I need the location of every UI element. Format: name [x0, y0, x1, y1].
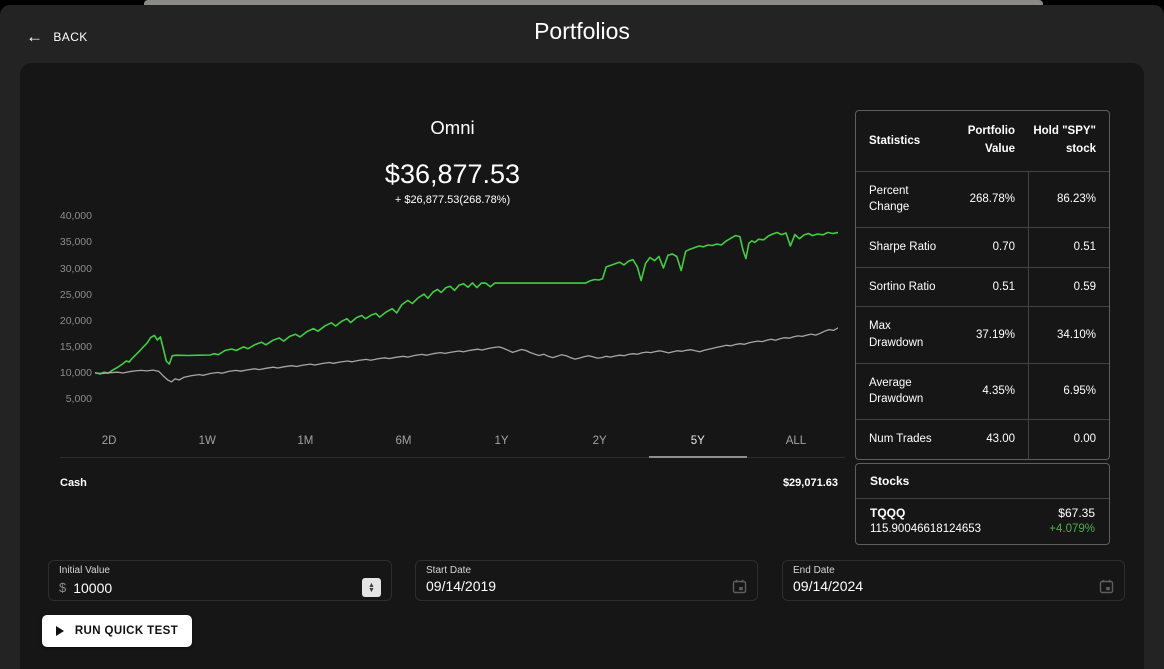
range-tab-1w[interactable]: 1W	[198, 435, 216, 447]
back-label: BACK	[53, 29, 88, 44]
page-title: Portfolios	[534, 18, 630, 44]
play-icon	[55, 626, 64, 636]
stat-label: Num Trades	[869, 433, 932, 445]
range-tab-6m[interactable]: 6M	[395, 435, 412, 447]
cash-value: $29,071.63	[782, 477, 838, 489]
stats-table: Statistics Portfolio Value Hold "SPY" st…	[855, 110, 1110, 460]
y-tick-label: 25,000	[59, 288, 92, 301]
stat-portfolio-value: 268.78%	[969, 192, 1015, 205]
initial-value-label: Initial Value	[59, 565, 110, 576]
stats-header-statistics: Statistics	[869, 134, 921, 147]
stat-label: Sharpe Ratio	[869, 240, 937, 253]
stock-symbol: TQQQ	[870, 506, 906, 520]
stat-label: Average Drawdown	[869, 376, 924, 406]
stat-portfolio-value: 37.19%	[975, 328, 1015, 341]
end-date-field[interactable]: End Date	[782, 560, 1125, 601]
app-window: ← BACK Portfolios Omni $36,877.53 + $26,…	[0, 5, 1164, 669]
stats-row: Average Drawdown 4.35% 6.95%	[856, 363, 1109, 420]
stock-change-percent: +4.079%	[1049, 523, 1095, 535]
stocks-title: Stocks	[856, 464, 1109, 499]
stock-price: $67.35	[1058, 506, 1095, 520]
y-tick-label: 10,000	[59, 366, 92, 379]
y-tick-label: 20,000	[59, 314, 92, 327]
dollar-prefix: $	[59, 580, 67, 595]
stats-row: Sharpe Ratio 0.70 0.51	[856, 227, 1109, 268]
back-arrow-icon: ←	[26, 27, 44, 46]
stat-spy-value: 6.95%	[1028, 363, 1109, 419]
series-line-portfolio	[95, 231, 838, 375]
stats-header-hold-spy: Hold "SPY" stock	[1033, 125, 1096, 155]
stat-label: Sortino Ratio	[869, 280, 936, 293]
stat-portfolio-value: 0.70	[992, 240, 1015, 253]
stocks-list: TQQQ 115.90046618124653 $67.35 +4.079%	[856, 499, 1109, 544]
run-quick-test-button[interactable]: RUN QUICK TEST	[42, 615, 192, 647]
series-line-spy	[95, 327, 838, 383]
stat-spy-value: 86.23%	[1028, 171, 1109, 227]
y-tick-label: 15,000	[59, 340, 92, 353]
cash-row: Cash $29,071.63	[60, 467, 838, 499]
range-tab-5y[interactable]: 5Y	[648, 425, 748, 458]
start-date-label: Start Date	[426, 565, 472, 576]
stock-shares: 115.90046618124653	[870, 523, 982, 535]
range-tab-2d[interactable]: 2D	[101, 435, 117, 447]
stat-spy-value: 0.51	[1028, 227, 1109, 267]
range-tabs: 2D 1W 1M 6M 1Y 2Y 5Y ALL	[60, 425, 845, 458]
stats-row: Max Drawdown 37.19% 34.10%	[856, 307, 1109, 364]
end-date-label: End Date	[793, 565, 835, 576]
range-tab-2y[interactable]: 2Y	[592, 435, 607, 447]
stat-portfolio-value: 43.00	[986, 433, 1015, 445]
stat-label: Max Drawdown	[869, 320, 924, 349]
y-tick-label: 5,000	[65, 393, 92, 406]
stats-row: Percent Change 268.78% 86.23%	[856, 171, 1109, 228]
y-tick-label: 35,000	[59, 236, 92, 249]
run-quick-test-label: RUN QUICK TEST	[74, 625, 179, 637]
initial-value-field[interactable]: Initial Value $ ▲ ▼	[48, 560, 392, 601]
stat-spy-value: 0.00	[1028, 420, 1109, 459]
back-button[interactable]: ← BACK	[26, 28, 88, 45]
range-tab-all[interactable]: ALL	[785, 435, 807, 447]
stat-spy-value: 0.59	[1028, 267, 1109, 307]
calendar-icon[interactable]	[732, 579, 747, 594]
stats-header-portfolio-value: Portfolio Value	[967, 125, 1015, 155]
stats-row: Num Trades 43.00 0.00	[856, 420, 1109, 459]
stock-item[interactable]: TQQQ 115.90046618124653 $67.35 +4.079%	[856, 499, 1109, 544]
stat-spy-value: 34.10%	[1028, 307, 1109, 363]
cash-label: Cash	[60, 477, 87, 489]
stat-portfolio-value: 0.51	[992, 280, 1015, 293]
stats-table-body: Percent Change 268.78% 86.23% Sharpe Ratio 0…	[856, 171, 1109, 459]
y-tick-label: 40,000	[59, 210, 92, 223]
initial-value-input[interactable]	[73, 579, 362, 596]
start-date-field[interactable]: Start Date	[415, 560, 758, 601]
portfolio-name: Omni	[430, 117, 475, 138]
stepper-down-icon[interactable]: ▼	[368, 586, 375, 594]
stats-table-header: Statistics Portfolio Value Hold "SPY" st…	[856, 111, 1109, 172]
portfolio-card: Omni $36,877.53 + $26,877.53(268.78%) 40…	[20, 63, 1144, 669]
y-tick-label: 30,000	[59, 262, 92, 275]
range-tab-1m[interactable]: 1M	[297, 435, 314, 447]
calendar-icon[interactable]	[1099, 579, 1114, 594]
stat-portfolio-value: 4.35%	[982, 384, 1015, 397]
stocks-card: Stocks TQQQ 115.90046618124653 $67.35 +4.07…	[855, 463, 1110, 545]
range-tab-1y[interactable]: 1Y	[494, 435, 509, 447]
portfolio-change: + $26,877.53(268.78%)	[394, 194, 511, 206]
portfolio-value: $36,877.53	[384, 159, 521, 189]
stats-row: Sortino Ratio 0.51 0.59	[856, 267, 1109, 308]
chart-svg	[95, 231, 838, 383]
y-axis: 40,000 35,000 30,000 25,000 20,000 15,000 10,0…	[50, 210, 92, 420]
background-window-strip	[144, 0, 1043, 7]
end-date-input[interactable]	[793, 578, 1099, 594]
start-date-input[interactable]	[426, 578, 732, 594]
stat-label: Percent Change	[869, 184, 910, 214]
number-stepper[interactable]: ▲ ▼	[362, 578, 381, 597]
stepper-up-icon[interactable]: ▲	[368, 581, 375, 589]
